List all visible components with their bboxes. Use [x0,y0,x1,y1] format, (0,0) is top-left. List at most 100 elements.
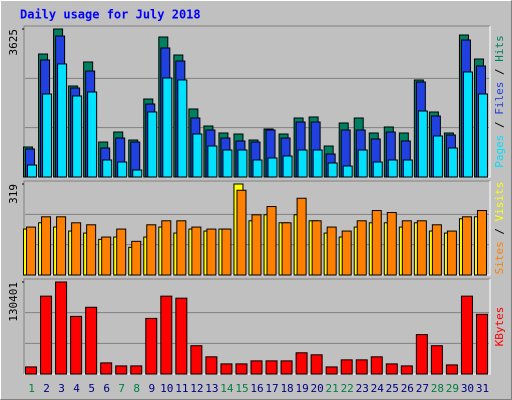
bar [55,281,68,375]
bar [237,149,248,178]
legend-entry: KBytes [493,307,506,347]
bar [42,93,53,178]
bar [27,164,38,178]
x-tick-label: 7 [118,382,125,395]
bar [327,162,338,178]
x-tick-label: 12 [190,382,203,395]
x-tick-label: 20 [311,382,324,395]
bar [132,169,143,178]
bar [400,365,413,375]
legend-entry: Visits [493,182,506,222]
legend-entry: Files [493,82,506,115]
bar [296,197,307,276]
bar [356,220,367,276]
bar [206,228,217,276]
bar [476,210,487,276]
bar [57,63,68,178]
bar [461,216,472,276]
x-tick-label: 14 [220,382,234,395]
legend-entry: Sites [493,241,506,274]
bar [175,297,188,375]
bar [402,159,413,178]
legend-separator: / [493,221,506,241]
bar [191,226,202,276]
bar [431,224,442,276]
bar [71,222,82,276]
x-tick-label: 31 [476,382,489,395]
x-tick-label: 26 [401,382,414,395]
bar [160,295,173,375]
bar [357,149,368,178]
bar [177,79,188,178]
x-tick-label: 22 [341,382,354,395]
x-tick-label: 1 [28,382,35,395]
x-tick-label: 2 [43,382,50,395]
bar [267,157,278,178]
bar [311,220,322,276]
x-tick-label: 23 [356,382,369,395]
bar [87,91,98,178]
bar [56,216,67,276]
y-tick-label: 3625 [7,29,20,56]
bar [372,161,383,178]
x-tick-label: 28 [431,382,444,395]
bar [446,230,457,276]
bar [341,230,352,276]
legend-separator: / [493,115,506,135]
bar [295,352,308,375]
x-tick-label: 9 [148,382,155,395]
bar [72,95,83,178]
bar [401,220,412,276]
bar [265,360,278,375]
bar [417,110,428,178]
x-tick-label: 13 [205,382,218,395]
x-tick-label: 25 [386,382,399,395]
legend: KBytes [493,307,506,347]
bar [266,206,277,276]
x-tick-label: 4 [73,382,80,395]
y-tick-label: 130401 [7,282,20,322]
bar [445,364,458,375]
bar [221,228,232,276]
bar [385,363,398,375]
bar [282,155,293,178]
bar [145,317,158,375]
bar [387,159,398,178]
x-tick-label: 29 [446,382,459,395]
x-tick-label: 6 [103,382,110,395]
bar [161,220,172,276]
bar [40,295,53,375]
chart-title: Daily usage for July 2018 [20,8,201,22]
bar [26,226,37,276]
legend-entry: Pages [493,135,506,168]
bar [207,145,218,178]
bar [355,359,368,375]
bar [432,135,443,178]
bar [281,222,292,276]
bar [25,366,38,375]
bar [475,313,488,375]
bar [162,77,173,178]
bar [326,226,337,276]
bar [192,133,203,178]
x-tick-label: 27 [416,382,429,395]
bar [205,356,218,375]
legend: Sites / Visits [493,182,506,275]
bar [41,216,52,276]
bar [250,360,263,375]
x-tick-label: 3 [58,382,65,395]
bar [310,354,323,375]
bar [252,159,263,178]
bar [342,165,353,178]
bar [430,345,443,375]
y-tick-label: 319 [7,184,20,204]
legend-entry: Hits [493,35,506,62]
bar [85,306,98,375]
x-tick-label: 30 [461,382,474,395]
panel-edge-dark [23,278,490,374]
x-tick-label: 24 [371,382,385,395]
bar [251,214,262,276]
bar [415,334,428,375]
